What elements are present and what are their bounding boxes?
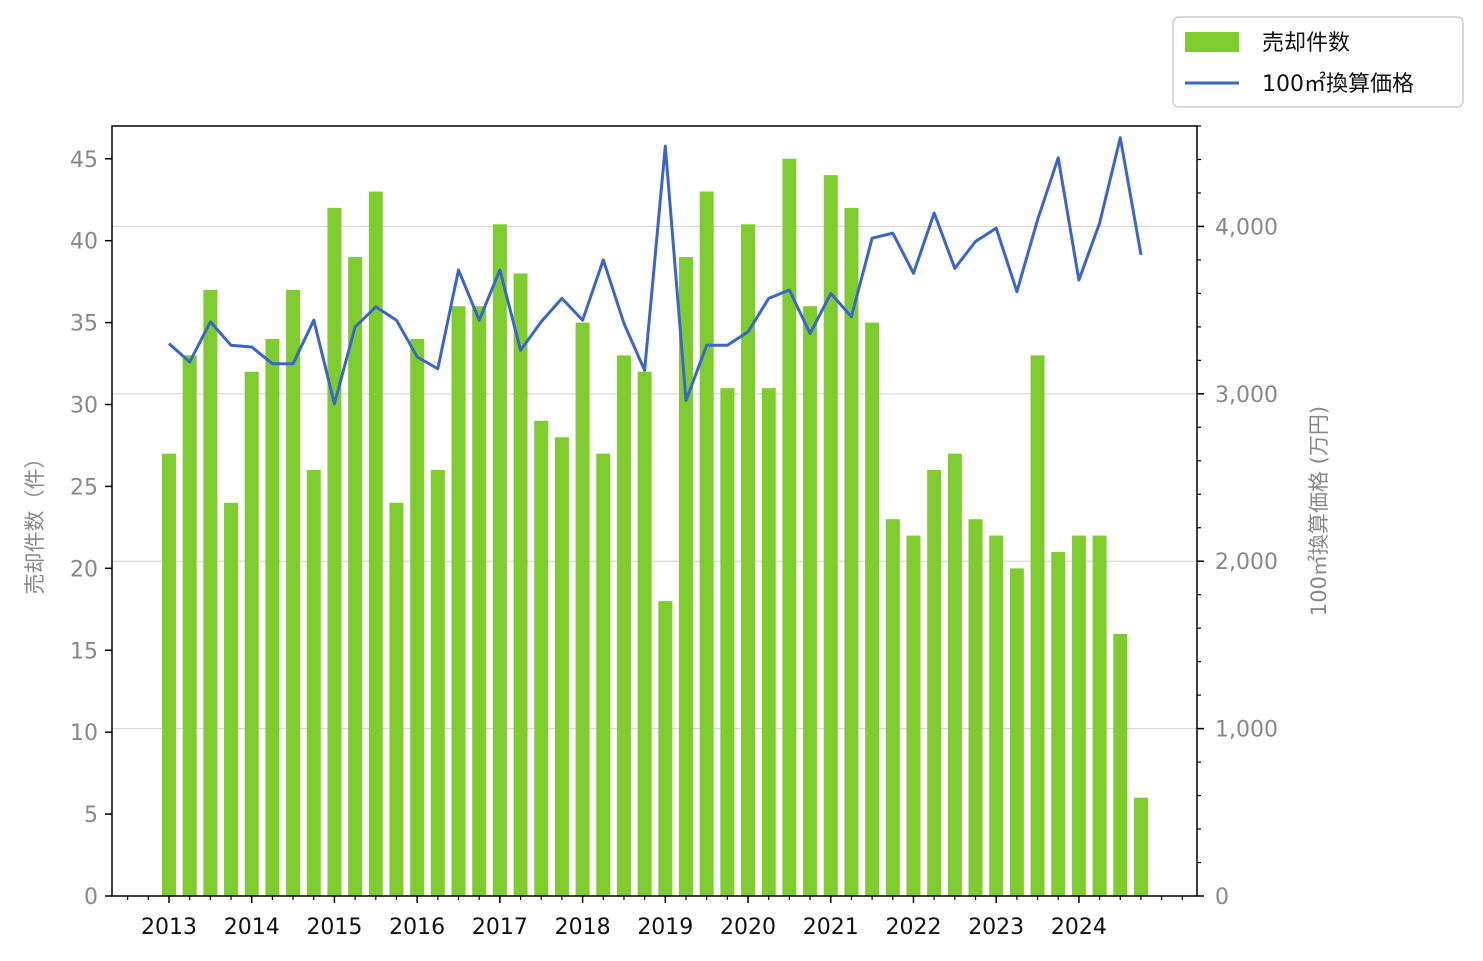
bar-7	[306, 470, 321, 896]
x-tick-label-2020: 2020	[720, 915, 776, 940]
left-tick-label-2: 10	[70, 721, 98, 746]
bar-45	[1092, 535, 1107, 896]
bar-series-sales-count	[162, 158, 1148, 897]
x-tick-label-2023: 2023	[968, 915, 1024, 940]
bar-20	[575, 322, 590, 897]
left-tick-label-1: 5	[84, 803, 98, 828]
bar-21	[596, 453, 611, 896]
bar-15	[472, 306, 487, 896]
bar-38	[947, 453, 962, 896]
bar-29	[761, 388, 776, 896]
bar-18	[534, 420, 549, 896]
left-tick-label-9: 45	[70, 148, 98, 173]
bar-6	[286, 289, 301, 896]
bar-0	[162, 453, 176, 896]
left-tick-label-8: 40	[70, 230, 98, 255]
right-tick-label-2: 2,000	[1215, 550, 1278, 575]
legend: 売却件数 100㎡換算価格	[1172, 16, 1464, 108]
bar-25	[679, 257, 693, 896]
x-tick-label-2013: 2013	[141, 915, 197, 940]
bar-1	[182, 355, 197, 896]
bar-41	[1009, 568, 1024, 896]
bar-26	[699, 191, 714, 896]
bar-3	[224, 502, 239, 896]
bar-34	[865, 322, 880, 897]
x-axis-ticks: 2013 2014 2015 2016 2017 2018 2019 2020 2021 2022…	[127, 896, 1183, 940]
axes	[111, 125, 1198, 897]
bar-4	[244, 371, 259, 896]
bar-35	[885, 519, 900, 896]
x-tick-label-2024: 2024	[1051, 915, 1107, 940]
bar-28	[741, 224, 756, 897]
left-axis-title: 売却件数（件）	[23, 448, 47, 595]
x-tick-label-2021: 2021	[803, 915, 859, 940]
bar-14	[451, 306, 466, 896]
bar-2	[203, 289, 218, 896]
left-tick-label-0: 0	[84, 885, 98, 910]
right-tick-label-3: 3,000	[1215, 383, 1278, 408]
x-tick-label-2017: 2017	[472, 915, 528, 940]
bar-39	[968, 519, 983, 896]
x-tick-label-2018: 2018	[555, 915, 611, 940]
bar-9	[348, 257, 363, 896]
price-line	[168, 136, 1143, 406]
right-tick-label-0: 0	[1215, 885, 1229, 910]
x-tick-label-2019: 2019	[637, 915, 693, 940]
bar-30	[782, 158, 797, 896]
bar-13	[430, 470, 445, 896]
bar-16	[492, 224, 507, 897]
bar-5	[265, 338, 280, 896]
bar-24	[658, 601, 673, 896]
left-tick-label-3: 15	[70, 639, 98, 664]
x-tick-label-2014: 2014	[224, 915, 280, 940]
bar-37	[927, 470, 942, 896]
bar-11	[389, 502, 404, 896]
legend-box	[1172, 16, 1464, 108]
legend-swatch-bar	[1185, 32, 1239, 52]
left-tick-label-6: 30	[70, 394, 98, 419]
bar-19	[554, 437, 569, 896]
right-axis-title: 100㎡換算価格 (万円)	[1307, 406, 1331, 616]
bar-36	[906, 535, 921, 896]
bar-42	[1030, 355, 1045, 896]
bar-40	[989, 535, 1004, 896]
bar-17	[513, 273, 528, 897]
bar-43	[1051, 551, 1066, 896]
right-tick-label-1: 1,000	[1215, 718, 1278, 743]
bar-22	[616, 355, 631, 896]
bar-10	[368, 191, 383, 896]
x-tick-label-2016: 2016	[389, 915, 445, 940]
bar-44	[1071, 535, 1086, 896]
line-series-price	[168, 136, 1143, 406]
left-axis-ticks: 0 5 10 15 20 25 30 35 40 45	[70, 148, 112, 910]
x-tick-label-2015: 2015	[306, 915, 362, 940]
bar-23	[637, 371, 652, 896]
legend-label-sales-count: 売却件数	[1262, 31, 1350, 56]
left-tick-label-4: 20	[70, 557, 98, 582]
bar-47	[1133, 797, 1148, 896]
left-tick-label-7: 35	[70, 312, 98, 337]
bar-32	[823, 175, 838, 897]
bar-46	[1113, 633, 1128, 896]
left-tick-label-5: 25	[70, 475, 98, 500]
bar-31	[803, 306, 818, 896]
legend-label-price: 100㎡換算価格	[1262, 71, 1414, 97]
bar-27	[720, 388, 735, 896]
plot-frame	[111, 125, 1198, 897]
bar-12	[410, 338, 425, 896]
right-axis-ticks: 0 1,000 2,000 3,000 4,000	[1197, 125, 1278, 910]
bar-33	[844, 207, 859, 896]
bar-8	[327, 207, 342, 896]
right-tick-label-4: 4,000	[1215, 215, 1278, 240]
x-tick-label-2022: 2022	[885, 915, 941, 940]
